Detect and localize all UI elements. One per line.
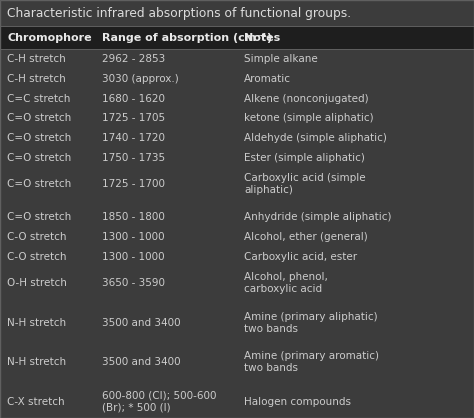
Bar bbox=[0, 168, 474, 200]
Text: 1850 - 1800: 1850 - 1800 bbox=[102, 212, 165, 222]
Text: Aldehyde (simple aliphatic): Aldehyde (simple aliphatic) bbox=[244, 133, 387, 143]
Text: 1750 - 1735: 1750 - 1735 bbox=[102, 153, 165, 163]
Bar bbox=[0, 128, 474, 148]
Bar bbox=[0, 346, 474, 378]
Text: C-X stretch: C-X stretch bbox=[7, 397, 65, 407]
Text: Carboxylic acid (simple
aliphatic): Carboxylic acid (simple aliphatic) bbox=[244, 173, 366, 195]
Bar bbox=[0, 339, 474, 346]
Text: C=O stretch: C=O stretch bbox=[7, 153, 72, 163]
Bar bbox=[0, 247, 474, 267]
Text: ketone (simple aliphatic): ketone (simple aliphatic) bbox=[244, 113, 374, 123]
Bar bbox=[0, 299, 474, 307]
Bar bbox=[0, 267, 474, 299]
Bar bbox=[0, 307, 474, 339]
Bar bbox=[0, 378, 474, 386]
Text: Alcohol, ether (general): Alcohol, ether (general) bbox=[244, 232, 368, 242]
Bar bbox=[0, 89, 474, 109]
Bar bbox=[0, 148, 474, 168]
Text: Alcohol, phenol,
carboxylic acid: Alcohol, phenol, carboxylic acid bbox=[244, 272, 328, 294]
Bar bbox=[0, 227, 474, 247]
Text: 1300 - 1000: 1300 - 1000 bbox=[102, 232, 164, 242]
Text: C=C stretch: C=C stretch bbox=[7, 94, 71, 104]
Text: Amine (primary aromatic)
two bands: Amine (primary aromatic) two bands bbox=[244, 352, 379, 373]
Text: C-H stretch: C-H stretch bbox=[7, 54, 66, 64]
Text: C=O stretch: C=O stretch bbox=[7, 179, 72, 189]
Text: 3650 - 3590: 3650 - 3590 bbox=[102, 278, 165, 288]
Text: C=O stretch: C=O stretch bbox=[7, 133, 72, 143]
Text: C=O stretch: C=O stretch bbox=[7, 113, 72, 123]
Bar bbox=[0, 49, 474, 69]
Text: Anhydride (simple aliphatic): Anhydride (simple aliphatic) bbox=[244, 212, 392, 222]
Text: C-H stretch: C-H stretch bbox=[7, 74, 66, 84]
Bar bbox=[0, 208, 474, 227]
Text: 3500 and 3400: 3500 and 3400 bbox=[102, 357, 181, 367]
Text: 1300 - 1000: 1300 - 1000 bbox=[102, 252, 164, 262]
Text: Chromophore: Chromophore bbox=[7, 33, 92, 43]
Text: 1725 - 1705: 1725 - 1705 bbox=[102, 113, 165, 123]
Text: Amine (primary aliphatic)
two bands: Amine (primary aliphatic) two bands bbox=[244, 312, 378, 334]
Text: Alkene (nonconjugated): Alkene (nonconjugated) bbox=[244, 94, 369, 104]
Bar bbox=[0, 109, 474, 128]
Bar bbox=[0, 0, 474, 26]
Text: N-H stretch: N-H stretch bbox=[7, 357, 66, 367]
Bar bbox=[0, 386, 474, 418]
Bar bbox=[0, 69, 474, 89]
Text: 3500 and 3400: 3500 and 3400 bbox=[102, 318, 181, 328]
Text: 1680 - 1620: 1680 - 1620 bbox=[102, 94, 165, 104]
Text: C-O stretch: C-O stretch bbox=[7, 232, 67, 242]
Text: Ester (simple aliphatic): Ester (simple aliphatic) bbox=[244, 153, 365, 163]
Text: C=O stretch: C=O stretch bbox=[7, 212, 72, 222]
Text: O-H stretch: O-H stretch bbox=[7, 278, 67, 288]
Bar bbox=[0, 26, 474, 49]
Text: Range of absorption (cm⁻¹): Range of absorption (cm⁻¹) bbox=[102, 33, 272, 43]
Text: Characteristic infrared absorptions of functional groups.: Characteristic infrared absorptions of f… bbox=[7, 7, 351, 20]
Text: N-H stretch: N-H stretch bbox=[7, 318, 66, 328]
Text: C-O stretch: C-O stretch bbox=[7, 252, 67, 262]
Text: 1740 - 1720: 1740 - 1720 bbox=[102, 133, 165, 143]
Text: 2962 - 2853: 2962 - 2853 bbox=[102, 54, 165, 64]
Text: Halogen compounds: Halogen compounds bbox=[244, 397, 351, 407]
Text: Notes: Notes bbox=[244, 33, 280, 43]
Bar bbox=[0, 200, 474, 208]
Text: Aromatic: Aromatic bbox=[244, 74, 291, 84]
Text: 600-800 (Cl); 500-600
(Br); * 500 (I): 600-800 (Cl); 500-600 (Br); * 500 (I) bbox=[102, 391, 217, 413]
Text: 1725 - 1700: 1725 - 1700 bbox=[102, 179, 165, 189]
Text: Simple alkane: Simple alkane bbox=[244, 54, 318, 64]
Text: 3030 (approx.): 3030 (approx.) bbox=[102, 74, 179, 84]
Text: Carboxylic acid, ester: Carboxylic acid, ester bbox=[244, 252, 357, 262]
